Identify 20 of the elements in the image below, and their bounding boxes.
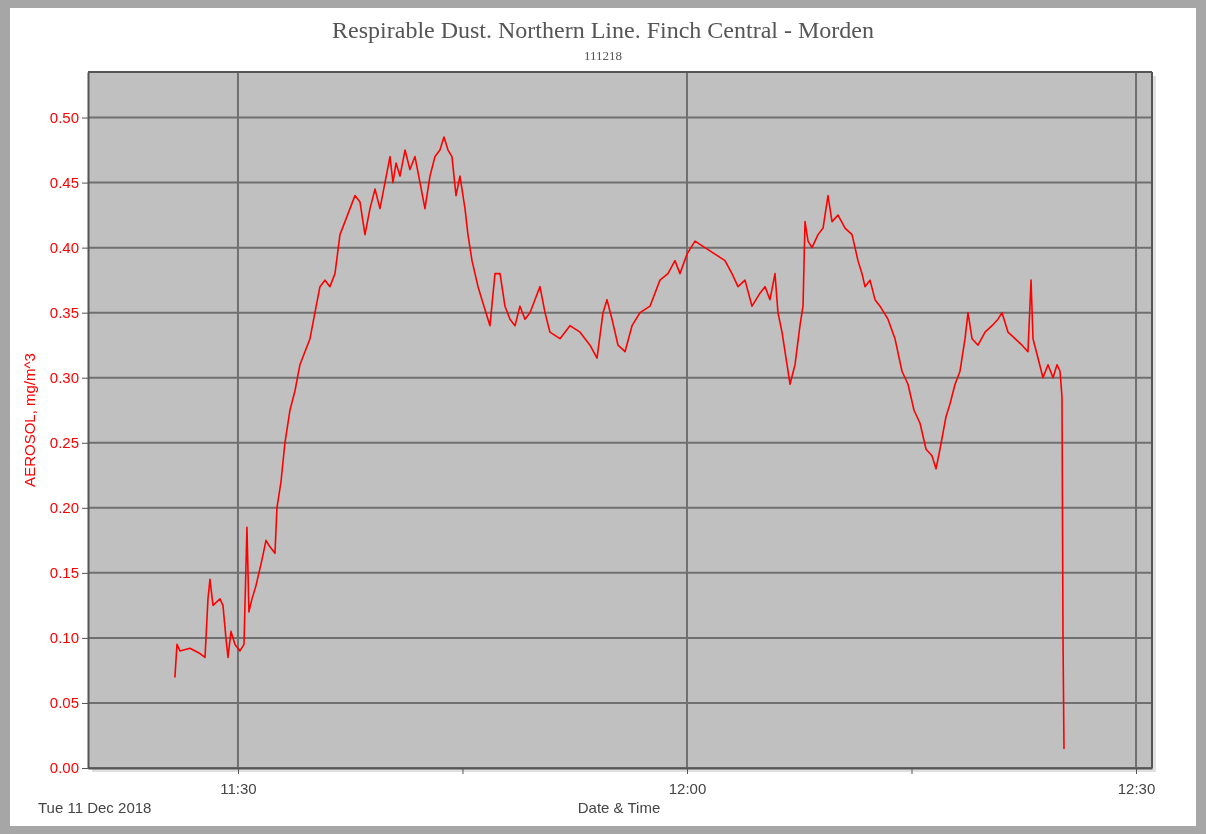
y-tick-label: 0.15 [49,564,79,582]
x-axis-title: Date & Time [577,799,661,816]
y-tick-label: 0.40 [49,238,79,256]
y-tick-label: 0.25 [49,434,79,452]
y-tick-label: 0.30 [49,369,79,387]
chart-title: Respirable Dust. Northern Line. Finch Central - Morden [332,17,874,43]
y-tick-label: 0.50 [49,108,79,126]
line-series [174,136,1065,750]
y-tick-label: 0.35 [49,303,79,321]
x-tick-label: 11:30 [220,779,257,797]
y-tick-label: 0.20 [49,499,79,517]
y-tick-label: 0.00 [49,759,79,777]
chart-subtitle: 111218 [583,48,623,63]
x-tick-label: 12:00 [668,779,707,797]
y-tick-label: 0.10 [49,629,79,647]
y-tick-label: 0.05 [49,694,79,712]
y-tick-label: 0.45 [49,173,79,191]
x-tick-label: 12:30 [1117,779,1156,797]
y-axis-title: AEROSOL, mg/m^3 [21,353,38,487]
text: Tue 11 Dec 2018 [38,799,152,816]
